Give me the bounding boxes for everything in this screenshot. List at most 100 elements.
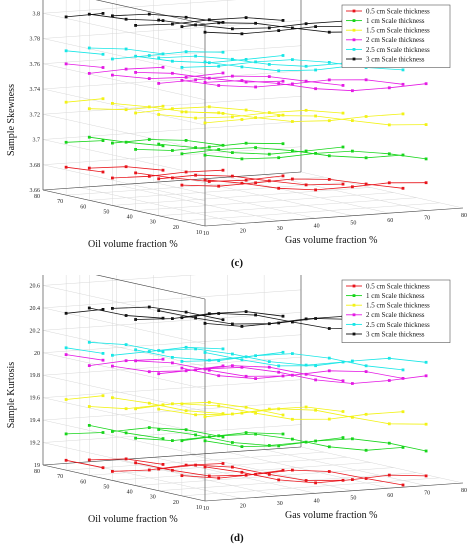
wall-gridline bbox=[42, 114, 206, 151]
data-marker bbox=[291, 120, 294, 123]
data-marker bbox=[203, 30, 207, 34]
floor-gridline bbox=[190, 179, 353, 216]
series-line bbox=[181, 403, 404, 420]
data-marker bbox=[161, 52, 165, 56]
data-marker bbox=[314, 87, 317, 91]
oil-tick-label: 50 bbox=[103, 209, 109, 215]
data-marker bbox=[124, 108, 128, 112]
data-marker bbox=[207, 145, 211, 149]
data-marker bbox=[291, 149, 294, 153]
data-marker bbox=[134, 407, 137, 411]
floor-gridline bbox=[158, 197, 417, 216]
data-marker bbox=[217, 111, 221, 115]
data-marker bbox=[364, 477, 368, 480]
data-marker bbox=[184, 345, 188, 349]
data-marker bbox=[267, 360, 271, 363]
data-marker bbox=[364, 370, 368, 373]
data-marker bbox=[134, 111, 137, 115]
data-marker bbox=[147, 350, 151, 353]
data-marker bbox=[240, 79, 244, 82]
data-marker bbox=[341, 111, 345, 115]
series-line bbox=[66, 63, 104, 68]
gas-tick-label: 60 bbox=[387, 493, 393, 499]
wall-gridline bbox=[42, 121, 302, 140]
data-marker bbox=[64, 398, 68, 401]
data-marker bbox=[161, 19, 165, 22]
data-marker bbox=[207, 435, 211, 439]
legend-label: 1 cm Scale thickness bbox=[366, 17, 425, 25]
legend: 0.5 cm Scale thickness 1 cm Scale thickne… bbox=[341, 4, 451, 68]
z-tick-label: 19 bbox=[34, 463, 40, 469]
gas-tick-label: 50 bbox=[350, 496, 356, 502]
data-marker bbox=[134, 148, 137, 151]
wall-gridline bbox=[42, 164, 206, 201]
data-marker bbox=[147, 468, 151, 472]
data-marker bbox=[87, 135, 91, 139]
oil-tick-label: 80 bbox=[34, 469, 40, 475]
data-marker bbox=[387, 473, 391, 477]
data-marker bbox=[147, 305, 151, 309]
data-marker bbox=[341, 360, 345, 364]
data-marker bbox=[277, 29, 281, 32]
data-marker bbox=[217, 21, 221, 25]
data-marker bbox=[184, 110, 188, 114]
legend-marker bbox=[352, 9, 356, 13]
data-marker bbox=[240, 65, 244, 69]
data-series bbox=[64, 12, 428, 192]
data-marker bbox=[240, 325, 244, 328]
data-marker bbox=[351, 359, 354, 363]
axis-edge bbox=[42, 189, 206, 227]
data-marker bbox=[267, 63, 271, 66]
series-5 bbox=[64, 340, 428, 372]
data-marker bbox=[277, 370, 281, 374]
data-marker bbox=[314, 188, 317, 192]
wall-gridline bbox=[42, 442, 206, 479]
gas-tick-label: 80 bbox=[461, 213, 467, 219]
data-marker bbox=[180, 79, 184, 82]
data-marker bbox=[180, 110, 184, 114]
data-marker bbox=[401, 82, 405, 86]
data-marker bbox=[64, 100, 68, 104]
data-marker bbox=[147, 12, 151, 16]
z-tick-label: 19.8 bbox=[30, 373, 41, 379]
z-tick-label: 3.66 bbox=[30, 188, 41, 194]
panel-label: (d) bbox=[230, 532, 244, 544]
z-tick-label: 3.7 bbox=[33, 138, 41, 144]
data-marker bbox=[314, 408, 317, 412]
data-marker bbox=[231, 27, 234, 31]
data-marker bbox=[387, 181, 391, 185]
data-marker bbox=[194, 316, 197, 320]
data-marker bbox=[194, 173, 197, 177]
data-marker bbox=[291, 373, 294, 377]
data-marker bbox=[157, 82, 161, 85]
wall-gridline bbox=[42, 70, 302, 90]
legend-marker bbox=[352, 28, 356, 32]
data-marker bbox=[180, 152, 184, 156]
data-marker bbox=[327, 78, 331, 82]
data-marker bbox=[291, 417, 294, 421]
data-marker bbox=[171, 149, 174, 152]
data-marker bbox=[351, 478, 354, 481]
data-marker bbox=[304, 108, 308, 112]
data-marker bbox=[304, 440, 308, 444]
data-marker bbox=[254, 377, 257, 380]
data-marker bbox=[101, 66, 105, 69]
data-marker bbox=[161, 65, 165, 69]
series-line bbox=[66, 140, 104, 143]
gas-ticks: 10 20 30 40 50 60 70 80 bbox=[203, 213, 467, 237]
series-2 bbox=[64, 135, 428, 161]
data-marker bbox=[147, 370, 151, 374]
data-marker bbox=[291, 58, 294, 61]
data-marker bbox=[184, 310, 188, 314]
data-marker bbox=[231, 74, 234, 78]
data-marker bbox=[281, 19, 285, 22]
floor-gridline bbox=[264, 449, 427, 486]
series-line bbox=[66, 309, 104, 314]
oil-tick-label: 10 bbox=[196, 230, 202, 236]
legend-label: 0.5 cm Scale thickness bbox=[366, 7, 430, 15]
data-marker bbox=[221, 347, 225, 351]
gas-axis-title: Gas volume fraction % bbox=[285, 510, 377, 521]
data-marker bbox=[184, 75, 188, 79]
data-marker bbox=[341, 182, 345, 186]
data-marker bbox=[194, 463, 197, 467]
